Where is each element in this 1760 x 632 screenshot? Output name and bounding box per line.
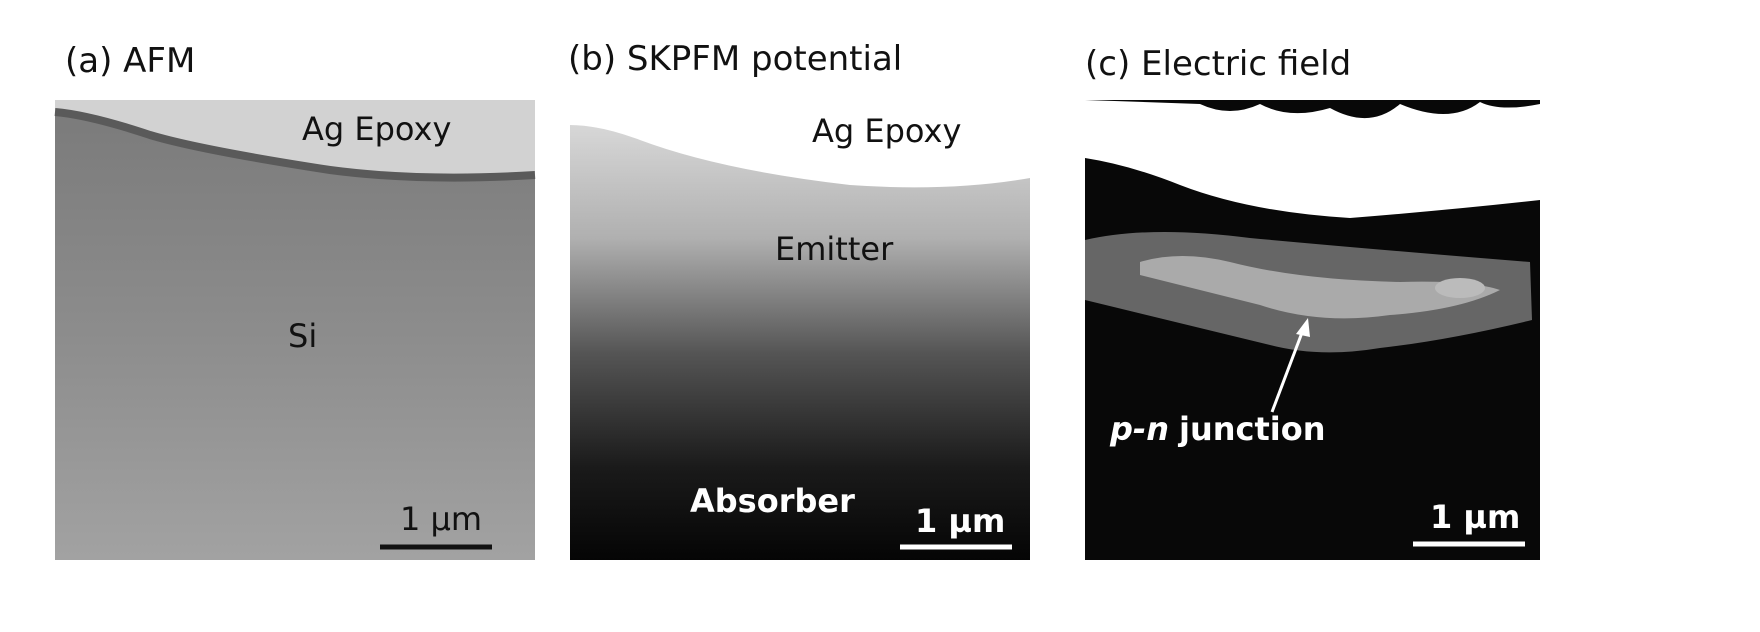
region-label: Emitter — [775, 230, 894, 268]
panel-title: (b) SKPFM potential — [568, 39, 902, 79]
panel-title: (a) AFM — [65, 41, 195, 81]
panel-a: (a) AFM Ag Epoxy Si 1 µm — [55, 41, 535, 560]
scale-bar-label: 1 µm — [1430, 498, 1520, 536]
region-label: Ag Epoxy — [302, 110, 451, 148]
figure: (a) AFM Ag Epoxy Si 1 µm (b) SKPFM poten… — [0, 0, 1760, 632]
scale-bar-label: 1 µm — [400, 500, 482, 538]
page: {"panels": [ {"title": "(a) AFM", "label… — [0, 0, 1760, 632]
panel-title: (c) Electric field — [1085, 44, 1351, 84]
panel-b: (b) SKPFM potential Ag Epoxy Emitter Abs… — [568, 39, 1030, 560]
region-label: Absorber — [690, 482, 855, 520]
scale-bar-label: 1 µm — [915, 502, 1005, 540]
region-label: Ag Epoxy — [812, 112, 961, 150]
annotation-emphasis: p-n — [1109, 410, 1169, 448]
region-label: Si — [288, 317, 317, 355]
junction-peak — [1435, 278, 1485, 298]
annotation-text: junction — [1177, 410, 1326, 448]
